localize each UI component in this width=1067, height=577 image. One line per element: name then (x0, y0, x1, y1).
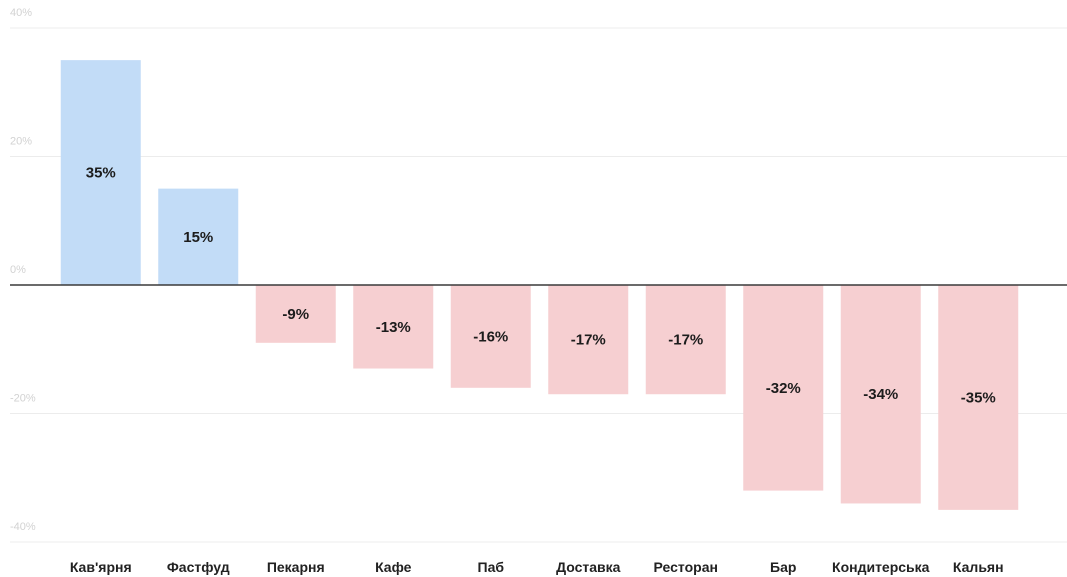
y-tick-label: -40% (10, 521, 36, 533)
bar (353, 285, 434, 369)
bars (60, 60, 1019, 510)
bar (938, 285, 1019, 510)
bar (450, 285, 531, 388)
data-label: -13% (376, 319, 411, 336)
category-label: Кафе (375, 559, 412, 575)
bar (548, 285, 629, 395)
category-label: Кав'ярня (70, 559, 132, 575)
data-label: -16% (473, 328, 508, 345)
data-label: -35% (961, 389, 996, 406)
y-axis-ticks: 40% 20% 0% -20% -40% (10, 7, 36, 533)
data-label: -17% (668, 332, 703, 349)
y-tick-label: -20% (10, 393, 36, 405)
bar (60, 60, 141, 285)
y-tick-label: 40% (10, 7, 32, 19)
y-tick-label: 20% (10, 136, 32, 148)
data-label: -9% (282, 306, 309, 323)
category-label: Бар (770, 559, 796, 575)
y-tick-label: 0% (10, 264, 26, 276)
grid-lines (10, 27, 1067, 543)
category-label: Кондитерська (832, 559, 930, 575)
bar (255, 285, 336, 343)
bar (840, 285, 921, 504)
category-label: Кальян (953, 559, 1004, 575)
category-label: Фастфуд (167, 559, 230, 575)
data-label: -32% (766, 380, 801, 397)
bar (158, 188, 239, 285)
data-label: -34% (863, 386, 898, 403)
category-label: Паб (478, 559, 505, 575)
category-label: Ресторан (654, 559, 718, 575)
data-label: 35% (86, 165, 116, 182)
bar (645, 285, 726, 395)
category-label: Пекарня (267, 559, 325, 575)
bar (743, 285, 824, 491)
category-label: Доставка (556, 559, 621, 575)
data-label: -17% (571, 332, 606, 349)
data-labels: 35% 15% -9% -13% -16% -17% -17% -32% -34% -35% (86, 165, 996, 407)
data-label: 15% (183, 229, 213, 246)
x-axis-categories: Кав'ярня Фастфуд Пекарня Кафе Паб Доставка Рес… (70, 559, 1004, 575)
